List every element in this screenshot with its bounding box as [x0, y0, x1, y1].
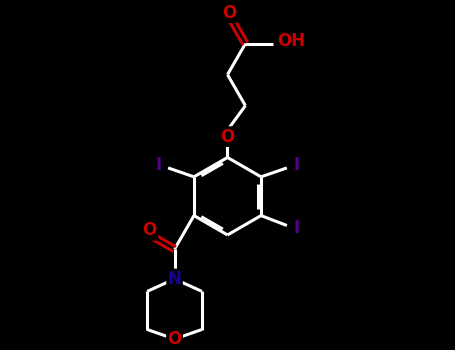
Text: I: I: [294, 156, 300, 174]
Text: I: I: [294, 219, 300, 237]
Text: O: O: [167, 330, 182, 348]
Text: O: O: [142, 221, 157, 239]
Text: N: N: [167, 270, 182, 288]
Text: O: O: [220, 128, 235, 146]
Text: I: I: [155, 156, 161, 174]
Text: O: O: [222, 4, 236, 22]
Text: OH: OH: [278, 32, 306, 50]
